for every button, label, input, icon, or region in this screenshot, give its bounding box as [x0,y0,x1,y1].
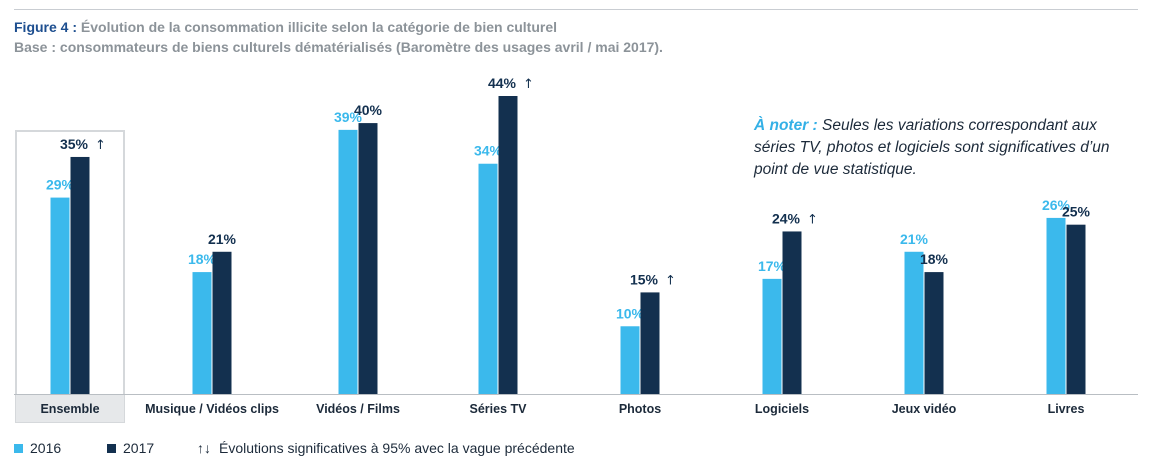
significance-arrows-icon: ↑↓ [197,440,211,456]
legend-item-significance: ↑↓ Évolutions significatives à 95% avec … [197,440,575,456]
bar-2017-4 [640,292,660,394]
bar-2016-3 [478,163,498,394]
category-label-1: Musique / Vidéos clips [145,402,279,416]
legend-item-2016: 2016 [14,440,61,456]
value-label-2016-1: 18% [188,251,217,267]
bar-2016-6 [904,251,924,394]
value-label-2017-1: 21% [208,231,237,247]
value-label-2017-4: 15% [630,271,659,287]
category-label-7: Livres [1048,402,1085,416]
legend-swatch-2017 [107,443,116,453]
bar-2017-2 [358,123,378,394]
legend-swatch-2016 [14,443,23,453]
chart-note: À noter : Seules les variations correspo… [754,115,1114,181]
note-text: Seules les variations correspondant aux … [754,117,1110,178]
bar-2016-4 [620,326,640,394]
category-label-6: Jeux vidéo [892,402,957,416]
category-label-4: Photos [619,402,661,416]
legend-label-2017: 2017 [123,440,155,456]
significance-arrow-3: ↑ [523,77,534,92]
bar-2016-5 [762,278,782,394]
highlight-frame [15,130,125,423]
bar-2017-0 [70,156,90,394]
bar-2017-7 [1066,224,1086,394]
value-label-2017-3: 44% [488,75,517,91]
value-label-2017-0: 35% [60,136,89,152]
top-rule [14,9,1138,10]
value-label-2017-6: 18% [920,251,949,267]
category-label-3: Séries TV [470,402,528,416]
highlight-label-bg [16,395,124,422]
value-label-2016-5: 17% [758,258,787,274]
category-label-2: Vidéos / Films [316,402,400,416]
figure-title-text: Évolution de la consommation illicite se… [80,19,558,35]
bar-2016-0 [50,197,70,394]
figure-label: Figure 4 : [14,19,78,35]
bar-2016-1 [192,272,212,394]
legend-item-2017: 2017 [107,440,154,456]
figure-subtitle: Base : consommateurs de biens culturels … [14,39,663,55]
value-label-2017-5: 24% [772,210,801,226]
value-label-2016-0: 29% [46,177,75,193]
value-label-2016-4: 10% [616,305,645,321]
value-label-2016-7: 26% [1042,197,1071,213]
bar-2017-3 [498,96,518,394]
category-label-5: Logiciels [755,402,809,416]
value-label-2016-2: 39% [334,109,363,125]
bar-2017-5 [782,231,802,394]
significance-arrow-4: ↑ [665,273,676,288]
legend-label-2016: 2016 [30,440,62,456]
category-label-0: Ensemble [40,402,99,416]
bar-2016-2 [338,129,358,394]
bar-2017-1 [212,251,232,394]
figure-title: Figure 4 : Évolution de la consommation … [14,19,557,35]
bar-2016-7 [1046,217,1066,394]
significance-arrow-5: ↑ [807,212,818,227]
value-label-2016-6: 21% [900,231,929,247]
value-label-2017-2: 40% [354,102,383,118]
note-label: À noter : [754,117,818,134]
value-label-2016-3: 34% [474,143,503,159]
significance-arrow-0: ↑ [95,138,106,153]
value-label-2017-7: 25% [1062,204,1091,220]
bar-2017-6 [924,272,944,394]
legend-significance-text: Évolutions significatives à 95% avec la … [219,440,575,456]
